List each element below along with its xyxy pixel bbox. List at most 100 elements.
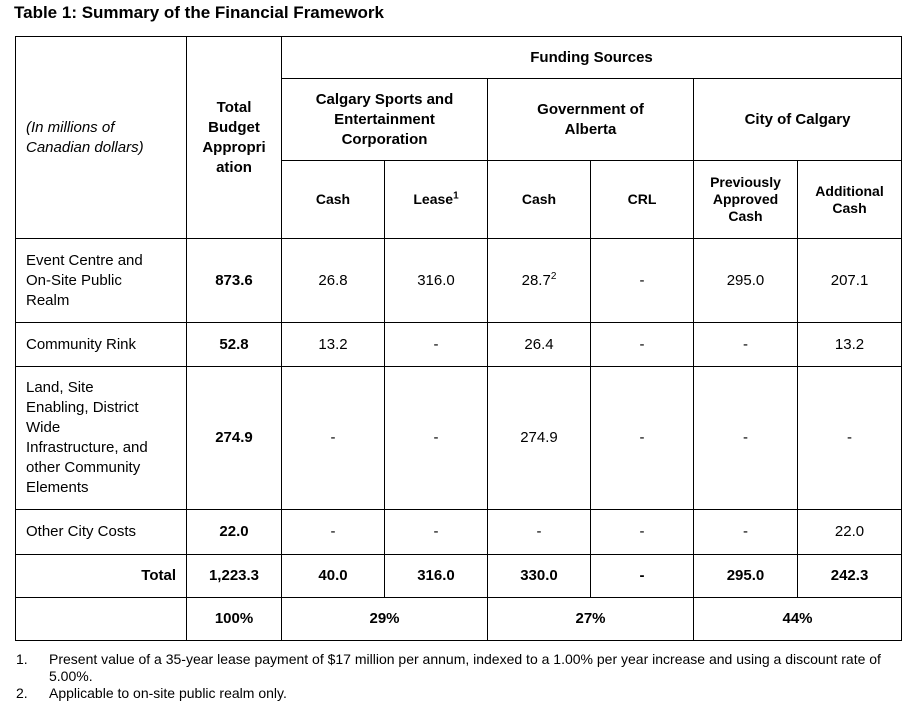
header-line: Calgary Sports and: [315, 90, 454, 108]
total-budget-header: Total Budget Appropri ation: [186, 36, 282, 239]
total-cell: 52.8: [186, 322, 282, 367]
header-line: Government of: [537, 100, 644, 118]
csec-lease-cell: -: [384, 322, 488, 367]
footnote-text: Applicable to on-site public realm only.: [49, 685, 287, 701]
header-line: Alberta: [564, 120, 617, 138]
prev-cash-cell: -: [693, 322, 798, 367]
add-cash-cell: 13.2: [796, 322, 903, 367]
header-line: Budget: [208, 118, 260, 136]
label-line: Wide: [26, 419, 61, 436]
footnote-number: 2.: [16, 685, 28, 701]
goa-crl-cell: -: [590, 322, 694, 367]
csec-cash-cell: -: [281, 509, 385, 555]
header-line: Cash: [832, 199, 867, 216]
csec-percent: 29%: [281, 597, 488, 641]
table-row: Community Rink 52.8 13.2 - 26.4 - - 13.2: [15, 322, 903, 367]
table-row: Land, Site Enabling, District Wide Infra…: [15, 366, 903, 510]
footnote-ref: 2: [550, 270, 557, 282]
row-label: Land, Site Enabling, District Wide Infra…: [15, 366, 187, 510]
financial-framework-table: (In millions of Canadian dollars) Total …: [15, 36, 903, 641]
csec-cash-cell: 26.8: [281, 238, 385, 323]
label-line: Infrastructure, and: [26, 439, 148, 456]
percent-row-label: [15, 597, 187, 641]
goa-cash-cell: 28.72: [487, 238, 591, 323]
label-line: other Community: [26, 459, 141, 476]
label-line: On-Site Public: [26, 271, 122, 289]
goa-crl-cell: -: [590, 554, 694, 598]
total-cell: 1,223.3: [186, 554, 282, 598]
table-row: Event Centre and On-Site Public Realm 87…: [15, 238, 903, 323]
table-row: Other City Costs 22.0 - - - - - 22.0: [15, 509, 903, 555]
header-line: Cash: [728, 208, 763, 224]
units-line: (In millions of: [26, 118, 115, 136]
units-line: Canadian dollars): [26, 138, 144, 156]
units-header-cell: (In millions of Canadian dollars): [15, 36, 187, 239]
footnotes: 1. Present value of a 35-year lease paym…: [16, 651, 896, 702]
city-percent: 44%: [692, 597, 903, 641]
csec-cash-cell: 13.2: [281, 322, 385, 367]
label-line: Enabling, District: [26, 399, 139, 416]
header-line: Additional: [815, 182, 884, 199]
header-line: Approved: [712, 191, 779, 207]
total-row: Total 1,223.3 40.0 316.0 330.0 - 295.0 2…: [15, 554, 903, 598]
city-group-header: City of Calgary: [692, 78, 903, 161]
total-cell: 274.9: [186, 366, 282, 510]
footnote-ref: 1: [453, 190, 459, 202]
percent-row: 100% 29% 27% 44%: [15, 597, 903, 641]
csec-group-header: Calgary Sports and Entertainment Corpora…: [281, 78, 488, 161]
header-line: Appropri: [202, 138, 266, 156]
table-title: Table 1: Summary of the Financial Framew…: [14, 3, 385, 22]
csec-cash-cell: 40.0: [281, 554, 385, 598]
row-label: Community Rink: [15, 322, 187, 367]
add-cash-cell: 22.0: [796, 509, 903, 555]
row-label: Other City Costs: [15, 509, 187, 555]
total-cell: 873.6: [186, 238, 282, 323]
label-line: Land, Site: [26, 379, 94, 396]
csec-lease-cell: -: [384, 509, 488, 555]
total-percent: 100%: [186, 597, 282, 641]
prev-cash-cell: 295.0: [693, 238, 798, 323]
prev-cash-cell: -: [693, 509, 798, 555]
csec-lease-header: Lease1: [384, 160, 488, 239]
goa-crl-header: CRL: [590, 160, 694, 239]
row-label: Event Centre and On-Site Public Realm: [15, 238, 187, 323]
goa-cash-header: Cash: [487, 160, 591, 239]
prev-cash-cell: -: [693, 366, 798, 510]
add-cash-cell: 207.1: [796, 238, 903, 323]
footnote-number: 1.: [16, 651, 28, 667]
add-cash-cell: 242.3: [796, 554, 903, 598]
header-line: ation: [216, 158, 252, 176]
total-cell: 22.0: [186, 509, 282, 555]
goa-cash-cell: -: [487, 509, 591, 555]
header-line: Previously: [710, 174, 781, 190]
value: 28.7: [521, 271, 551, 289]
goa-cash-cell: 330.0: [487, 554, 591, 598]
header-line: Corporation: [341, 130, 428, 148]
label-line: Event Centre and: [26, 251, 143, 269]
csec-cash-header: Cash: [281, 160, 385, 239]
footnote: 1. Present value of a 35-year lease paym…: [16, 651, 896, 685]
header-line: Total: [216, 98, 252, 116]
label-line: Elements: [26, 479, 89, 496]
prev-cash-cell: 295.0: [693, 554, 798, 598]
header-line: Entertainment: [334, 110, 435, 128]
label-line: Realm: [26, 291, 70, 309]
footnote-text: Present value of a 35-year lease payment…: [49, 651, 881, 684]
total-row-label: Total: [15, 554, 187, 598]
add-cash-cell: -: [796, 366, 903, 510]
goa-cash-cell: 26.4: [487, 322, 591, 367]
footnote: 2. Applicable to on-site public realm on…: [16, 685, 896, 702]
goa-group-header: Government of Alberta: [487, 78, 694, 161]
funding-sources-header: Funding Sources: [280, 36, 903, 79]
prev-approved-cash-header: Previously Approved Cash: [693, 160, 798, 239]
goa-percent: 27%: [487, 597, 694, 641]
goa-cash-cell: 274.9: [487, 366, 591, 510]
additional-cash-header: Additional Cash: [796, 160, 903, 239]
goa-crl-cell: -: [590, 509, 694, 555]
csec-lease-cell: -: [384, 366, 488, 510]
csec-cash-cell: -: [281, 366, 385, 510]
goa-crl-cell: -: [590, 238, 694, 323]
lease-label: Lease: [413, 191, 454, 207]
csec-lease-cell: 316.0: [384, 238, 488, 323]
goa-crl-cell: -: [590, 366, 694, 510]
